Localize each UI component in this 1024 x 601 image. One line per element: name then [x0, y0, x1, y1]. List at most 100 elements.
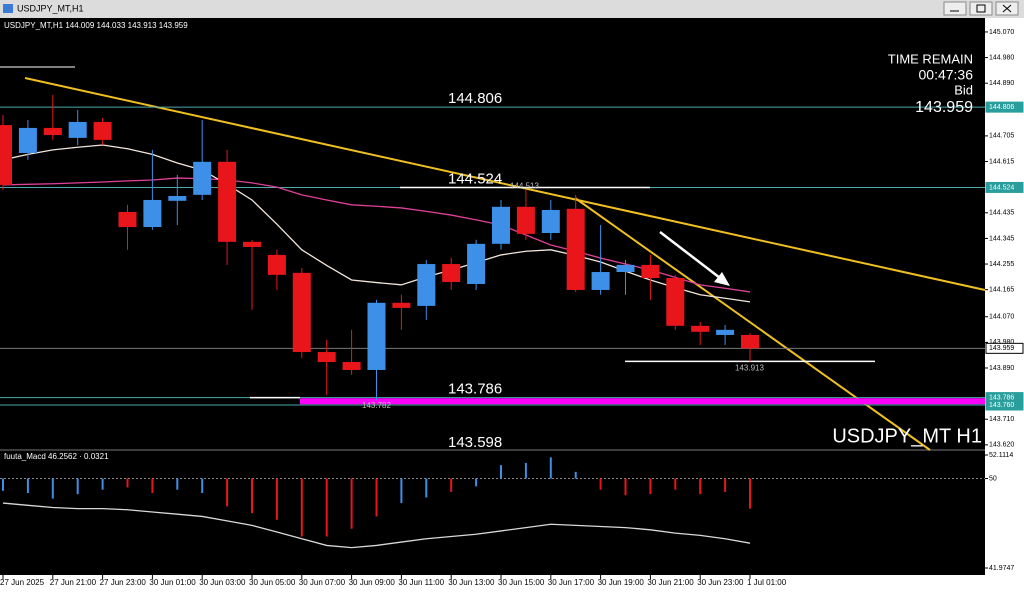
close-icon — [1002, 4, 1012, 13]
histogram-bar — [674, 478, 677, 490]
price-label: 144.524 — [448, 170, 502, 187]
x-tick-label: 30 Jun 03:00 — [199, 578, 246, 587]
small-price-label: 143.782 — [362, 401, 391, 410]
price-marker — [985, 399, 1024, 411]
candle-body — [93, 121, 112, 140]
histogram-bar — [275, 478, 278, 520]
histogram-bar — [350, 478, 353, 529]
x-tick-label: 1 Jul 01:00 — [747, 578, 787, 587]
histogram-bar — [500, 465, 502, 479]
restore-button[interactable] — [969, 1, 993, 16]
y-tick-label: 143.620 — [989, 442, 1014, 449]
histogram-bar — [400, 478, 403, 504]
restore-icon — [976, 4, 986, 13]
x-tick-label: 30 Jun 21:00 — [647, 578, 694, 587]
x-tick-label: 30 Jun 01:00 — [149, 578, 196, 587]
time-remain-label: TIME REMAIN — [888, 51, 973, 66]
price-marker-label: 143.760 — [989, 402, 1014, 409]
histogram-bar — [300, 478, 303, 537]
candle-body — [591, 272, 610, 290]
histogram-bar — [450, 478, 453, 492]
candle-body — [417, 264, 436, 306]
candle-body — [392, 302, 411, 308]
price-marker — [985, 342, 1024, 354]
candle-body — [541, 209, 560, 234]
y-tick-label: 144.255 — [989, 261, 1014, 268]
window-title: USDJPY_MT,H1 — [17, 3, 84, 13]
histogram-bar — [549, 457, 552, 479]
histogram-bar — [624, 478, 627, 496]
minimize-button[interactable] — [943, 1, 967, 16]
candle-body — [442, 264, 461, 282]
histogram-bar — [375, 478, 378, 517]
indicator-line — [2, 502, 751, 549]
x-tick-label: 30 Jun 23:00 — [697, 578, 744, 587]
window-icon — [3, 4, 13, 13]
candle-body — [168, 195, 187, 201]
histogram-bar — [2, 478, 4, 491]
y-tick-label: 144.705 — [989, 133, 1014, 140]
histogram-bar — [151, 478, 154, 494]
histogram-bar — [649, 478, 652, 495]
candle-body — [292, 272, 311, 353]
x-tick-label: 30 Jun 19:00 — [598, 578, 645, 587]
candle-body — [741, 334, 759, 349]
y-tick-label: 143.890 — [989, 365, 1014, 372]
candle-body — [317, 352, 336, 363]
histogram-bar — [101, 478, 104, 490]
price-label: 143.786 — [448, 381, 502, 398]
candle-body — [566, 208, 585, 290]
y-tick-label: 143.980 — [989, 339, 1014, 346]
histogram-bar — [176, 478, 179, 490]
histogram-bar — [325, 478, 328, 537]
small-price-label: 144.513 — [510, 182, 539, 191]
small-price-label: 143.913 — [735, 364, 764, 373]
y-tick-label: 144.345 — [989, 235, 1014, 242]
candle-body — [267, 254, 286, 275]
time-axis-background — [0, 575, 985, 601]
candle-body — [68, 121, 87, 138]
candle-body — [666, 277, 685, 326]
x-tick-label: 30 Jun 09:00 — [349, 578, 396, 587]
y-tick-label: 50 — [989, 475, 997, 482]
price-marker-label: 144.806 — [989, 104, 1014, 111]
x-tick-label: 30 Jun 05:00 — [249, 578, 296, 587]
bid: 143.959 — [915, 99, 973, 116]
title-bar — [0, 0, 1024, 18]
x-tick-label: 27 Jun 23:00 — [100, 578, 147, 587]
candle-body — [342, 362, 361, 370]
candle-body — [118, 211, 137, 228]
candle-body — [143, 199, 162, 228]
x-tick-label: 30 Jun 17:00 — [548, 578, 595, 587]
price-marker-label: 144.524 — [989, 184, 1014, 191]
candle-body — [716, 329, 735, 335]
histogram-bar — [76, 478, 79, 495]
x-tick-label: 27 Jun 21:00 — [50, 578, 97, 587]
histogram-bar — [475, 478, 478, 487]
price-marker — [985, 181, 1024, 193]
arrow-head — [714, 272, 730, 286]
y-tick-label: 52.1114 — [989, 452, 1013, 459]
price-label: 144.806 — [448, 90, 502, 107]
candle-body — [0, 125, 12, 185]
candle-body — [641, 264, 660, 278]
histogram-bar — [201, 478, 204, 494]
candle-body — [691, 325, 710, 332]
candle-body — [18, 127, 37, 153]
y-tick-label: 143.710 — [989, 416, 1014, 423]
candle-body — [492, 206, 510, 244]
histogram-bar — [51, 478, 54, 499]
arrow — [659, 231, 725, 282]
y-tick-label: 144.615 — [989, 158, 1014, 165]
symbol-label: USDJPY_MT H1 — [832, 425, 982, 447]
candle-body — [367, 302, 386, 370]
y-tick-label: 144.070 — [989, 314, 1014, 321]
trend-line — [24, 77, 986, 291]
price-axis-background — [985, 18, 1024, 601]
histogram-bar — [251, 478, 253, 514]
time-remain: 00:47:36 — [919, 67, 974, 83]
price-label: 143.598 — [448, 434, 502, 451]
histogram-bar — [574, 471, 577, 479]
